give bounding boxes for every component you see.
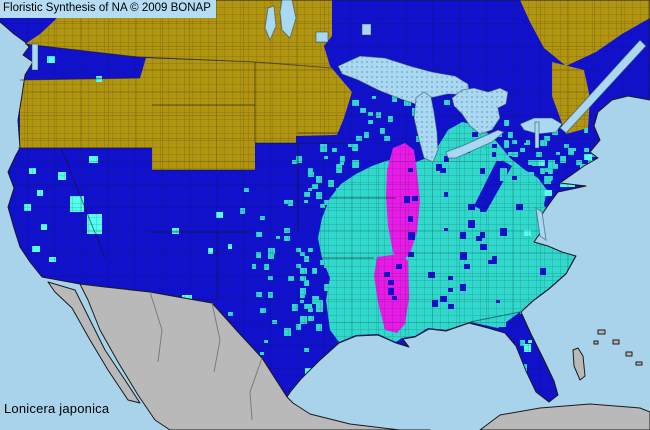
map-title-bar: Floristic Synthesis of NA © 2009 BONAP	[0, 0, 216, 18]
map-title: Floristic Synthesis of NA © 2009 BONAP	[3, 2, 211, 14]
species-name-label: Lonicera japonica	[4, 401, 110, 416]
coastline	[0, 0, 650, 403]
bahamas	[572, 329, 643, 381]
great-lakes	[31, 0, 647, 242]
state-borders	[18, 43, 521, 323]
cuba	[479, 403, 650, 430]
mexico	[47, 281, 431, 430]
